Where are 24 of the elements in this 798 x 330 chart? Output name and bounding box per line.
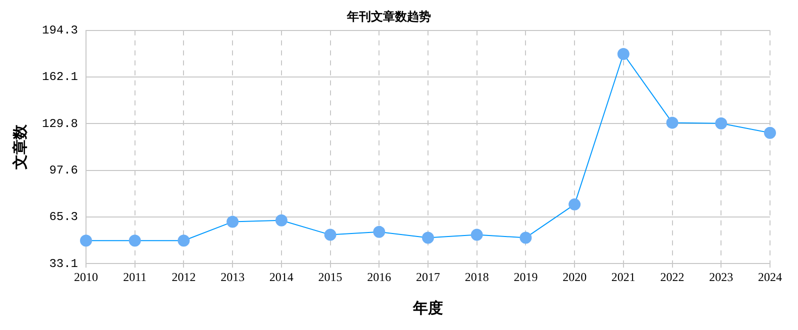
y-tick-label: 162.1: [42, 70, 78, 84]
x-tick-label: 2018: [464, 270, 489, 284]
chart-title: 年刊文章数趋势: [346, 9, 431, 24]
y-tick-label: 65.3: [49, 210, 78, 224]
y-tick-label: 194.3: [42, 24, 78, 38]
x-tick-label: 2013: [220, 270, 245, 284]
x-tick-label: 2010: [74, 270, 98, 284]
x-tick-label: 2017: [416, 270, 440, 284]
x-tick-label: 2023: [709, 270, 734, 284]
x-axis-title: 年度: [412, 298, 444, 317]
x-tick-label: 2016: [367, 270, 392, 284]
x-tick-label: 2019: [514, 270, 538, 284]
y-tick-label: 33.1: [49, 256, 78, 271]
y-tick-label: 129.8: [42, 116, 78, 131]
x-tick-label: 2012: [172, 270, 196, 284]
x-tick-label: 2021: [611, 270, 636, 284]
x-tick-label: 2014: [269, 270, 294, 284]
x-tick-label: 2011: [123, 270, 147, 284]
x-tick-label: 2024: [758, 270, 782, 284]
x-tick-label: 2020: [562, 270, 587, 284]
x-tick-label: 2022: [660, 270, 684, 284]
y-axis-title: 文章数: [10, 124, 29, 170]
y-tick-label: 97.6: [49, 163, 78, 178]
x-tick-label: 2015: [318, 270, 342, 284]
